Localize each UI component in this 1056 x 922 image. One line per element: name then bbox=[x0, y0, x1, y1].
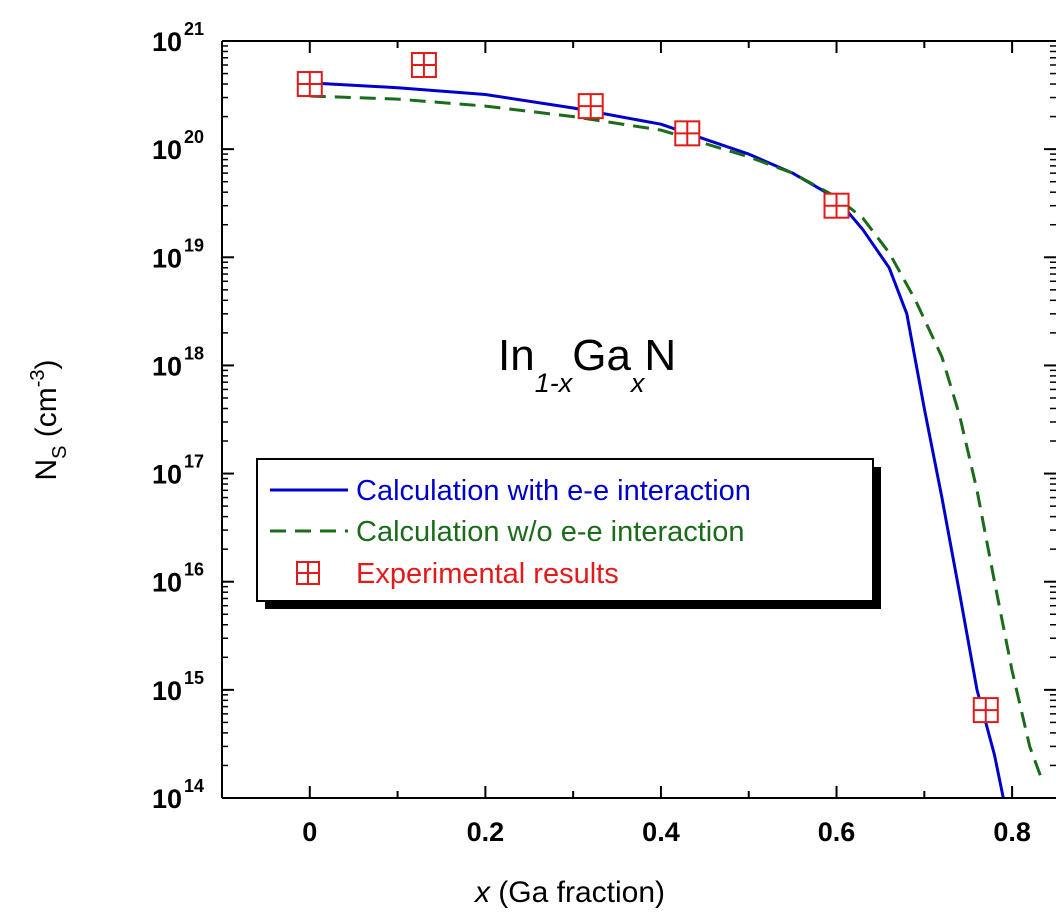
axis-ticks bbox=[221, 40, 1056, 799]
y-tick-label: 10 bbox=[152, 460, 182, 490]
y-tick-label-exponent: 15 bbox=[184, 668, 204, 688]
y-tick-label: 10 bbox=[152, 351, 182, 381]
y-tick-label-exponent: 17 bbox=[184, 452, 204, 472]
x-axis-title: x (Ga fraction) bbox=[473, 876, 665, 909]
x-tick-label: 0.2 bbox=[467, 817, 505, 847]
experimental-marker bbox=[674, 120, 701, 147]
series-line-without-interaction bbox=[309, 94, 1045, 783]
experimental-marker bbox=[296, 71, 323, 98]
experimental-marker bbox=[972, 697, 999, 724]
legend-marker-sample bbox=[296, 561, 320, 585]
material-annotation: In1-xGaxN bbox=[498, 331, 676, 398]
x-tick-label: 0.4 bbox=[642, 817, 680, 847]
y-tick-label: 10 bbox=[152, 27, 182, 57]
experimental-marker bbox=[410, 51, 437, 78]
y-tick-label-exponent: 20 bbox=[184, 127, 204, 147]
legend-label-without-interaction: Calculation w/o e-e interaction bbox=[356, 516, 744, 548]
y-tick-label: 10 bbox=[152, 676, 182, 706]
y-tick-label: 10 bbox=[152, 135, 182, 165]
experimental-marker bbox=[823, 192, 850, 219]
legend-box bbox=[256, 458, 874, 602]
series-layer bbox=[309, 81, 1045, 799]
y-tick-label: 10 bbox=[152, 568, 182, 598]
y-tick-label-exponent: 18 bbox=[184, 343, 204, 363]
x-tick-label: 0 bbox=[302, 817, 317, 847]
plot-frame bbox=[221, 40, 1056, 799]
marker-layer bbox=[296, 51, 999, 724]
y-tick-label-exponent: 14 bbox=[184, 776, 204, 796]
y-tick-label: 10 bbox=[152, 243, 182, 273]
x-tick-label: 0.6 bbox=[818, 817, 856, 847]
legend: Calculation with e-e interaction Calcula… bbox=[256, 458, 881, 609]
y-tick-label-exponent: 16 bbox=[184, 560, 204, 580]
experimental-marker bbox=[577, 93, 604, 120]
series-line-with-interaction bbox=[309, 81, 1005, 799]
legend-label-with-interaction: Calculation with e-e interaction bbox=[356, 475, 751, 507]
y-tick-label-exponent: 21 bbox=[184, 19, 204, 39]
legend-label-experimental: Experimental results bbox=[356, 558, 619, 590]
y-axis-title: NS (cm-3) bbox=[27, 359, 71, 480]
x-tick-label: 0.8 bbox=[993, 817, 1031, 847]
y-tick-label: 10 bbox=[152, 784, 182, 814]
y-tick-label-exponent: 19 bbox=[184, 235, 204, 255]
